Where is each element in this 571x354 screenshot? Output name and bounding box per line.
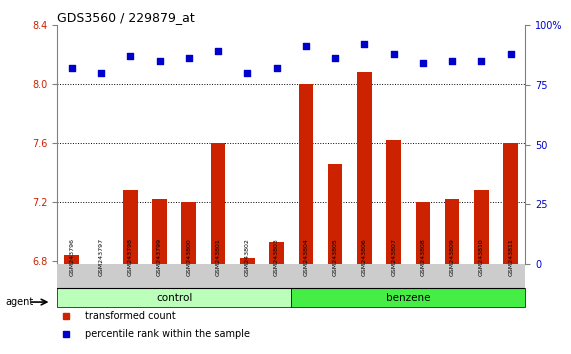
Bar xyxy=(270,242,284,264)
Bar xyxy=(57,288,291,307)
Text: control: control xyxy=(156,293,192,303)
Bar xyxy=(211,143,226,264)
Bar xyxy=(299,84,313,264)
Point xyxy=(126,53,135,59)
Bar xyxy=(416,202,430,264)
Text: GSM243805: GSM243805 xyxy=(332,239,337,276)
Bar xyxy=(57,264,525,288)
Text: GSM243800: GSM243800 xyxy=(186,239,191,276)
Text: GSM243811: GSM243811 xyxy=(508,239,513,276)
Bar xyxy=(357,72,372,264)
Text: GSM243804: GSM243804 xyxy=(303,239,308,276)
Point xyxy=(214,48,223,54)
Bar xyxy=(240,258,255,264)
Point xyxy=(155,58,164,64)
Point xyxy=(272,65,281,71)
Text: transformed count: transformed count xyxy=(85,312,176,321)
Text: agent: agent xyxy=(6,297,34,307)
Point xyxy=(419,60,428,66)
Bar xyxy=(152,199,167,264)
Bar xyxy=(504,143,518,264)
Text: percentile rank within the sample: percentile rank within the sample xyxy=(85,329,250,339)
Point xyxy=(360,41,369,47)
Text: GSM243810: GSM243810 xyxy=(479,239,484,276)
Bar xyxy=(291,288,525,307)
Text: GSM243808: GSM243808 xyxy=(420,239,425,276)
Point xyxy=(96,70,106,75)
Bar xyxy=(65,256,79,264)
Point xyxy=(243,70,252,75)
Point xyxy=(301,44,311,49)
Point xyxy=(389,51,398,56)
Text: GSM243809: GSM243809 xyxy=(449,239,455,276)
Bar xyxy=(445,199,460,264)
Text: GSM243806: GSM243806 xyxy=(362,239,367,276)
Text: GSM243801: GSM243801 xyxy=(215,239,220,276)
Bar xyxy=(474,190,489,264)
Bar xyxy=(182,202,196,264)
Text: GSM243803: GSM243803 xyxy=(274,239,279,276)
Text: GSM243796: GSM243796 xyxy=(69,238,74,276)
Text: GSM243798: GSM243798 xyxy=(128,238,133,276)
Bar xyxy=(123,190,138,264)
Text: GSM243797: GSM243797 xyxy=(98,238,103,276)
Point xyxy=(184,56,194,61)
Point xyxy=(477,58,486,64)
Point xyxy=(67,65,77,71)
Text: GSM243807: GSM243807 xyxy=(391,239,396,276)
Bar xyxy=(328,164,343,264)
Point xyxy=(506,51,515,56)
Bar xyxy=(387,140,401,264)
Point xyxy=(448,58,457,64)
Text: GSM243799: GSM243799 xyxy=(157,238,162,276)
Text: GDS3560 / 229879_at: GDS3560 / 229879_at xyxy=(57,11,195,24)
Point xyxy=(331,56,340,61)
Text: GSM243802: GSM243802 xyxy=(245,239,250,276)
Text: benzene: benzene xyxy=(386,293,431,303)
